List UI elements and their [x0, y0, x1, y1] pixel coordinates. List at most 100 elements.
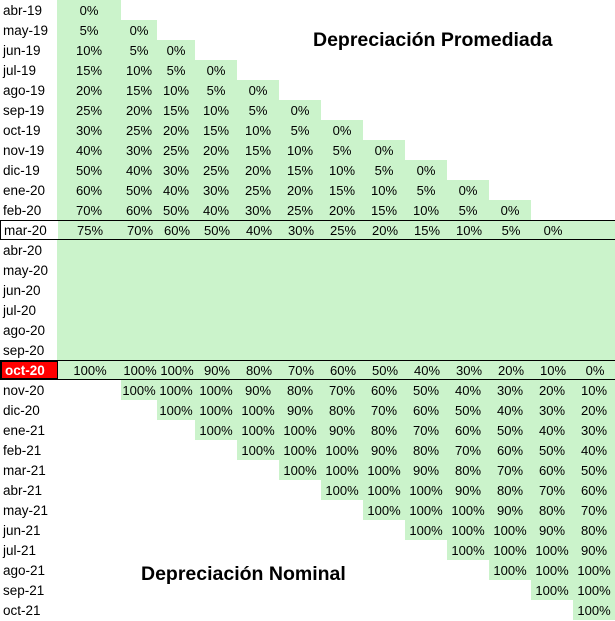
cell[interactable]: 80% [363, 420, 405, 440]
cell[interactable]: 70% [122, 221, 158, 239]
cell[interactable] [57, 260, 121, 280]
cell[interactable]: 0% [321, 120, 363, 140]
cell[interactable]: 10% [405, 200, 447, 220]
cell[interactable]: 100% [489, 520, 531, 540]
cell[interactable] [405, 600, 447, 620]
cell[interactable] [195, 600, 237, 620]
cell[interactable] [531, 0, 573, 20]
cell[interactable]: 25% [322, 221, 364, 239]
cell[interactable]: 40% [157, 180, 195, 200]
cell[interactable]: 20% [195, 140, 237, 160]
cell[interactable]: 80% [489, 480, 531, 500]
cell[interactable]: 10% [121, 60, 157, 80]
cell[interactable] [57, 520, 121, 540]
cell[interactable] [363, 560, 405, 580]
cell[interactable] [57, 440, 121, 460]
cell[interactable] [573, 20, 615, 40]
cell[interactable] [279, 600, 321, 620]
cell[interactable] [531, 300, 573, 320]
cell[interactable] [121, 440, 157, 460]
row-label[interactable]: dic-20 [3, 402, 40, 418]
cell[interactable]: 5% [363, 160, 405, 180]
cell[interactable]: 50% [364, 361, 406, 379]
row-label[interactable]: may-20 [3, 262, 49, 278]
cell[interactable] [405, 140, 447, 160]
cell[interactable] [237, 540, 279, 560]
cell[interactable]: 0% [121, 20, 157, 40]
cell[interactable]: 5% [279, 120, 321, 140]
cell[interactable] [237, 0, 279, 20]
row-label[interactable]: feb-20 [3, 202, 42, 218]
cell[interactable] [121, 320, 157, 340]
cell[interactable]: 100% [157, 380, 195, 400]
cell[interactable]: 90% [237, 380, 279, 400]
cell[interactable] [157, 420, 195, 440]
cell[interactable]: 60% [57, 180, 121, 200]
cell[interactable] [573, 80, 615, 100]
cell[interactable]: 100% [531, 560, 573, 580]
cell[interactable]: 30% [121, 140, 157, 160]
cell[interactable] [489, 120, 531, 140]
cell[interactable] [447, 340, 489, 360]
cell[interactable] [237, 340, 279, 360]
cell[interactable]: 80% [573, 520, 615, 540]
cell[interactable] [405, 240, 447, 260]
cell[interactable] [57, 320, 121, 340]
cell[interactable]: 60% [322, 361, 364, 379]
row-label[interactable]: nov-19 [3, 142, 45, 158]
cell[interactable]: 5% [57, 20, 121, 40]
cell[interactable] [237, 600, 279, 620]
cell[interactable] [489, 280, 531, 300]
cell[interactable] [573, 0, 615, 20]
cell[interactable] [405, 580, 447, 600]
cell[interactable]: 5% [195, 80, 237, 100]
row-label[interactable]: jul-20 [3, 302, 37, 318]
cell[interactable]: 0% [157, 40, 195, 60]
cell[interactable] [57, 580, 121, 600]
cell[interactable]: 0% [195, 60, 237, 80]
cell[interactable] [489, 180, 531, 200]
cell[interactable] [157, 20, 195, 40]
cell[interactable] [121, 600, 157, 620]
cell[interactable]: 90% [405, 460, 447, 480]
cell[interactable] [195, 440, 237, 460]
cell[interactable]: 40% [238, 221, 280, 239]
cell[interactable] [321, 500, 363, 520]
row-label[interactable]: sep-21 [3, 582, 45, 598]
row-label[interactable]: jul-21 [3, 542, 37, 558]
cell[interactable] [237, 240, 279, 260]
cell[interactable] [321, 520, 363, 540]
cell[interactable]: 100% [279, 440, 321, 460]
cell[interactable]: 0% [489, 200, 531, 220]
cell[interactable] [447, 320, 489, 340]
cell[interactable]: 10% [157, 80, 195, 100]
cell[interactable]: 5% [405, 180, 447, 200]
cell[interactable] [157, 440, 195, 460]
cell[interactable] [237, 460, 279, 480]
cell[interactable] [405, 300, 447, 320]
cell[interactable] [531, 140, 573, 160]
cell[interactable] [279, 300, 321, 320]
cell[interactable] [279, 520, 321, 540]
row-label[interactable]: dic-19 [3, 162, 40, 178]
cell[interactable] [195, 320, 237, 340]
cell[interactable] [489, 580, 531, 600]
cell[interactable] [363, 120, 405, 140]
cell[interactable]: 70% [531, 480, 573, 500]
cell[interactable]: 20% [237, 160, 279, 180]
cell[interactable] [157, 300, 195, 320]
cell[interactable] [157, 340, 195, 360]
cell[interactable] [195, 20, 237, 40]
cell[interactable] [237, 60, 279, 80]
cell[interactable]: 20% [121, 100, 157, 120]
cell[interactable]: 100% [405, 500, 447, 520]
cell[interactable] [573, 140, 615, 160]
cell[interactable]: 100% [195, 400, 237, 420]
cell[interactable] [121, 300, 157, 320]
row-label[interactable]: mar-21 [3, 462, 46, 478]
cell[interactable] [321, 240, 363, 260]
row-label[interactable]: sep-20 [3, 342, 45, 358]
cell[interactable]: 60% [447, 420, 489, 440]
cell[interactable] [279, 280, 321, 300]
cell[interactable]: 80% [531, 500, 573, 520]
